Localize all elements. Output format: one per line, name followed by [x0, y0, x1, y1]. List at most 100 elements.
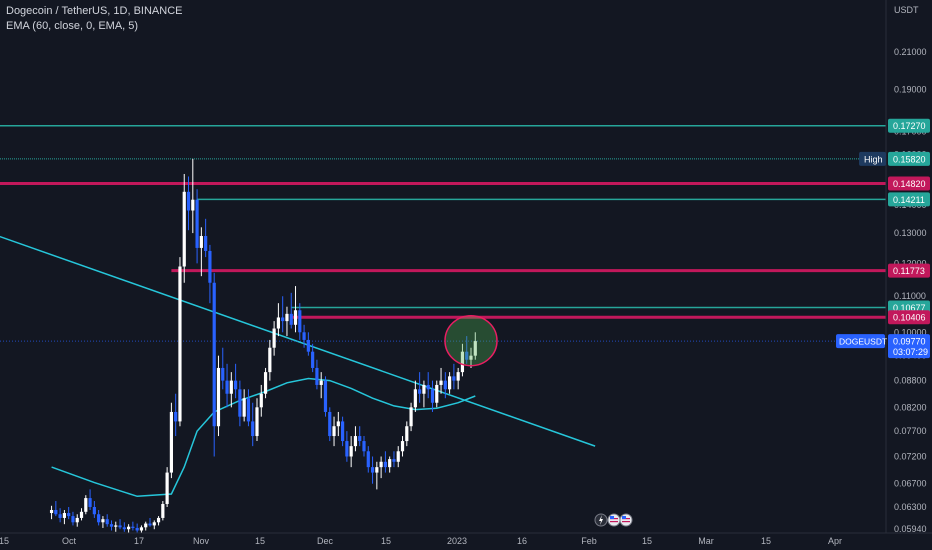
candle	[345, 441, 349, 457]
y-tick-label: 0.11000	[894, 291, 926, 301]
candle	[122, 527, 126, 530]
candle	[418, 389, 422, 394]
time-axis	[0, 533, 932, 550]
level-label-bg	[888, 118, 930, 133]
candle	[336, 421, 340, 427]
candle	[293, 310, 298, 325]
candle	[238, 389, 242, 417]
candle	[272, 328, 276, 348]
candle	[199, 236, 203, 248]
candle	[49, 509, 54, 514]
candle	[456, 372, 460, 381]
candle	[246, 398, 251, 422]
y-tick-label: 0.13000	[894, 228, 927, 238]
high-label-bg	[859, 151, 886, 166]
candle	[139, 527, 144, 531]
y-tick-label: 0.10000	[894, 327, 927, 337]
candle	[341, 421, 345, 442]
candle	[148, 523, 152, 526]
candle	[319, 380, 323, 385]
candle	[251, 421, 255, 437]
candle	[191, 199, 195, 211]
flag-canton	[622, 516, 626, 519]
candle	[362, 441, 366, 452]
candle	[109, 524, 114, 527]
candle	[174, 411, 178, 422]
candle	[71, 516, 75, 523]
candle	[370, 467, 375, 473]
symbol-badge: DOGEUSDT	[839, 337, 887, 347]
current-price-label-bg	[888, 334, 930, 359]
candle	[332, 426, 336, 437]
candle	[268, 347, 272, 373]
x-tick-label: 15	[255, 536, 265, 546]
y-tick-label: 0.07200	[894, 451, 927, 461]
x-tick-label: Nov	[193, 536, 210, 546]
candle	[144, 523, 148, 528]
candle	[328, 411, 332, 437]
y-tick-label: 0.08200	[894, 402, 927, 412]
x-tick-label: Dec	[317, 536, 334, 546]
candle	[306, 339, 310, 352]
y-tick-label: 0.08800	[894, 376, 927, 386]
candle	[131, 526, 135, 528]
candle	[75, 517, 79, 523]
indicator-legend[interactable]: EMA (60, close, 0, EMA, 5)	[6, 20, 139, 32]
y-tick-label: 0.07700	[894, 426, 927, 436]
chart-header: Dogecoin / TetherUS, 1D, BINANCE EMA (60…	[6, 4, 182, 34]
candle	[409, 407, 413, 427]
candle	[388, 459, 392, 468]
symbol-title[interactable]: Dogecoin / TetherUS, 1D, BINANCE	[6, 5, 183, 17]
level-label: 0.15820	[893, 154, 926, 164]
level-label: 0.17270	[893, 121, 926, 131]
candle	[101, 519, 105, 523]
candle	[435, 384, 439, 403]
us-flag-icon	[619, 513, 633, 527]
x-tick-label: 15	[642, 536, 652, 546]
high-label: High	[864, 154, 883, 164]
candle	[392, 459, 396, 462]
candle	[127, 526, 131, 530]
candle	[460, 351, 465, 373]
candle	[58, 514, 62, 518]
candle	[285, 313, 289, 322]
y-tick-label: 0.21000	[894, 47, 927, 57]
x-tick-label: 15	[761, 536, 771, 546]
level-label: 0.14820	[893, 179, 926, 189]
candle	[315, 367, 319, 385]
countdown-label: 03:07:29	[893, 347, 928, 357]
candle	[221, 367, 225, 381]
candle	[366, 451, 370, 468]
candle	[281, 317, 285, 322]
y-tick-label: 0.05940	[894, 524, 927, 534]
candle	[353, 436, 358, 447]
candle	[473, 341, 477, 356]
candle	[443, 380, 447, 390]
candle	[216, 367, 221, 427]
level-label-bg	[888, 310, 930, 325]
candle	[97, 514, 101, 523]
candle	[255, 407, 259, 437]
y-tick-label: 0.06300	[894, 502, 927, 512]
candle	[208, 250, 212, 283]
candle	[439, 380, 443, 385]
candle	[323, 380, 328, 412]
x-tick-label: 15	[381, 536, 391, 546]
level-label: 0.10677	[893, 303, 926, 313]
y-tick-label: 0.06700	[894, 479, 927, 489]
x-tick-label: 15	[0, 536, 9, 546]
candle	[118, 525, 122, 528]
highlight-circle	[444, 314, 498, 367]
candle	[311, 351, 315, 368]
candle	[298, 310, 302, 333]
candle	[229, 380, 233, 394]
y-tick-label: 0.19000	[894, 85, 927, 95]
candle	[263, 372, 268, 394]
us-flag-icon	[607, 513, 621, 527]
candle	[135, 527, 139, 531]
candle	[92, 506, 96, 515]
level-label-bg	[888, 263, 930, 278]
candle	[383, 461, 387, 468]
candle	[54, 509, 58, 515]
